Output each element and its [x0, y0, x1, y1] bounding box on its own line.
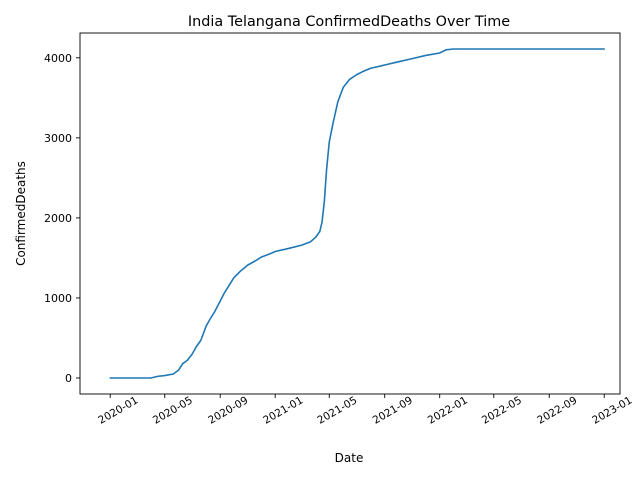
chart-title: India Telangana ConfirmedDeaths Over Tim…: [188, 14, 510, 30]
x-tick-label: 2020-09: [206, 394, 250, 426]
plot-frame: [79, 32, 621, 395]
series-line-0: [109, 48, 606, 379]
x-tick-label: 2023-01: [590, 394, 634, 426]
x-axis-label: Date: [335, 451, 364, 465]
y-tick-label: 3000: [44, 132, 72, 145]
x-tick-label: 2020-01: [96, 394, 140, 426]
x-tick-label: 2022-01: [426, 394, 470, 426]
x-tick-label: 2021-09: [371, 394, 415, 426]
y-tick-label: 0: [65, 372, 72, 385]
x-tick-label: 2021-01: [261, 394, 305, 426]
x-axis: 2020-01 2020-05 2020-09 2021-01 2021-05 2021-…: [96, 394, 634, 427]
x-tick-label: 2022-05: [480, 394, 524, 426]
x-tick-label: 2022-09: [535, 394, 579, 426]
y-axis: 0 1000 2000 3000 4000: [44, 52, 80, 385]
y-tick-label: 1000: [44, 292, 72, 305]
x-tick-label: 2021-05: [315, 394, 359, 426]
series-layer: [109, 48, 606, 379]
x-tick-label: 2020-05: [151, 394, 195, 426]
y-tick-label: 2000: [44, 212, 72, 225]
y-axis-label: ConfirmedDeaths: [14, 161, 28, 266]
y-tick-label: 4000: [44, 52, 72, 65]
